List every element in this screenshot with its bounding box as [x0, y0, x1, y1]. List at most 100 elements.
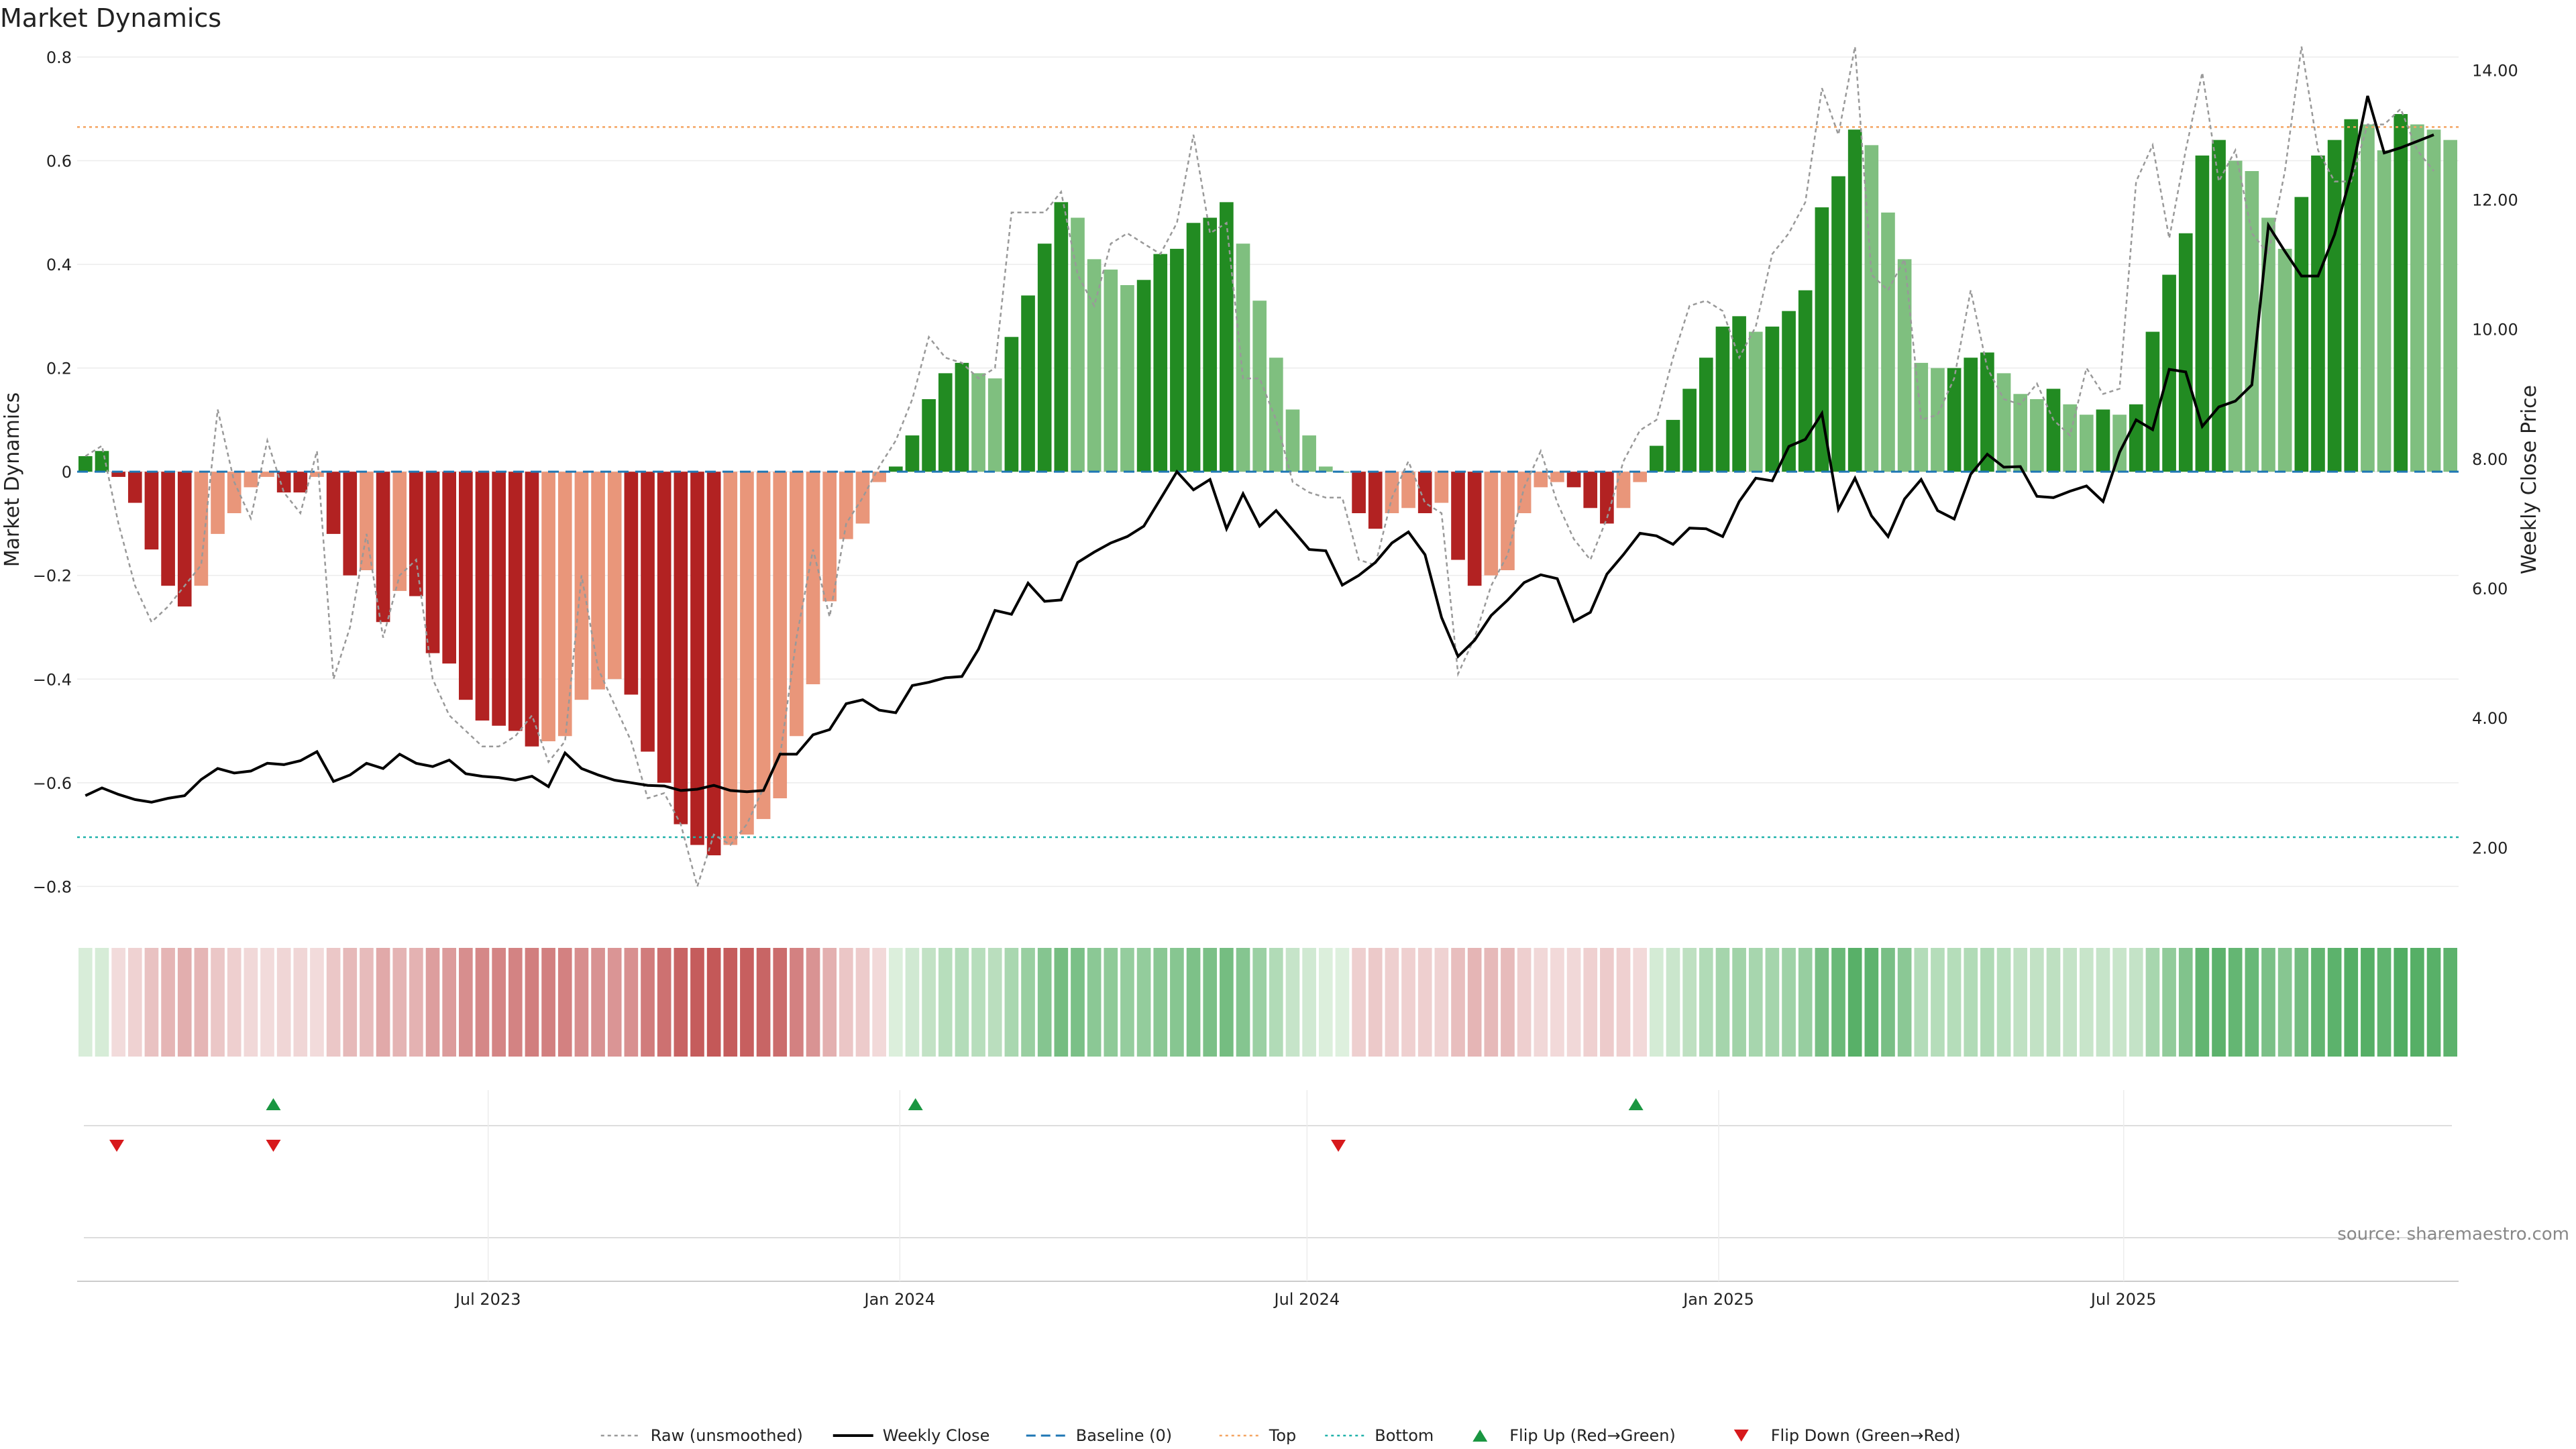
y-tick-label: −0.4 [33, 670, 72, 689]
bar [425, 472, 440, 653]
heat-cell [95, 948, 109, 1057]
bar [409, 472, 423, 596]
y2-axis-title: Weekly Close Price [2518, 385, 2541, 574]
heat-cell [987, 948, 1002, 1057]
heat-cell [2443, 948, 2457, 1057]
bar [1153, 254, 1168, 472]
x-tick-label: Jul 2023 [454, 1290, 521, 1309]
y-tick-label: −0.8 [33, 877, 72, 896]
bar [127, 472, 142, 503]
bar [1467, 472, 1482, 586]
bar [1203, 217, 1218, 472]
heat-cell [1980, 948, 1994, 1057]
bar [2377, 150, 2392, 472]
heat-cell [2178, 948, 2193, 1057]
heat-cell [574, 948, 589, 1057]
heat-cell [78, 948, 93, 1057]
heat-strip [78, 948, 2457, 1057]
heat-cell [1996, 948, 2011, 1057]
heat-cell [971, 948, 985, 1057]
heat-cell [2046, 948, 2061, 1057]
heat-cell [1104, 948, 1118, 1057]
y-axis-title: Market Dynamics [1, 392, 24, 568]
heat-cell [1831, 948, 1845, 1057]
bar [177, 472, 192, 607]
bar [260, 472, 274, 477]
heat-cell [310, 948, 324, 1057]
source-label: source: sharemaestro.com [2337, 1224, 2569, 1244]
y2-tick-label: 6.00 [2472, 580, 2508, 598]
bar [1501, 472, 1515, 570]
bar [1666, 419, 1680, 472]
heat-cell [1682, 948, 1697, 1057]
legend-label: Weekly Close [883, 1426, 990, 1445]
bar [1004, 337, 1019, 472]
y-tick-label: −0.6 [33, 774, 72, 793]
y2-tick-label: 2.00 [2472, 839, 2508, 857]
heat-cell [955, 948, 969, 1057]
heat-cell [244, 948, 258, 1057]
chart-title: Market Dynamics [0, 3, 221, 33]
bar [1715, 326, 1730, 472]
bar [723, 472, 738, 845]
bar [161, 472, 175, 586]
heat-cell [1881, 948, 1895, 1057]
heat-cell [1699, 948, 1713, 1057]
bars [78, 114, 2457, 855]
bar [790, 472, 804, 737]
heat-cell [1633, 948, 1648, 1057]
heat-cell [624, 948, 639, 1057]
bar [2443, 140, 2457, 472]
flip-down-marker [1331, 1140, 1346, 1152]
heat-cell [1534, 948, 1548, 1057]
heat-cell [2426, 948, 2441, 1057]
bar [641, 472, 655, 752]
heat-cell [2245, 948, 2259, 1057]
bar [293, 472, 308, 493]
heat-cell [1666, 948, 1680, 1057]
y2-tick-label: 14.00 [2472, 61, 2518, 80]
bar [2327, 140, 2342, 472]
heat-cell [2344, 948, 2359, 1057]
legend-item: Baseline (0) [1026, 1426, 1172, 1445]
bar [1417, 472, 1432, 513]
bar [938, 373, 953, 472]
heat-cell [1170, 948, 1184, 1057]
bar [2046, 388, 2061, 472]
bar [2178, 233, 2193, 472]
x-tick-label: Jan 2024 [863, 1290, 936, 1309]
heat-cell [1616, 948, 1631, 1057]
heat-cell [1748, 948, 1763, 1057]
heat-cell [2294, 948, 2309, 1057]
bar [2426, 129, 2441, 472]
heat-cell [1352, 948, 1366, 1057]
bar [971, 373, 985, 472]
heat-cell [376, 948, 390, 1057]
bar [2145, 331, 2160, 472]
heat-cell [1203, 948, 1218, 1057]
bar [2277, 248, 2292, 472]
heat-cell [1269, 948, 1283, 1057]
heat-cell [2361, 948, 2375, 1057]
heat-cell [1087, 948, 1102, 1057]
bar [95, 451, 109, 472]
flip-up-marker [266, 1098, 281, 1110]
heat-cell [1220, 948, 1234, 1057]
heat-cell [1285, 948, 1300, 1057]
bar [475, 472, 490, 721]
bar [1881, 212, 1895, 472]
heat-cell [607, 948, 622, 1057]
heat-cell [1897, 948, 1912, 1057]
bar [376, 472, 390, 623]
bar [2129, 404, 2143, 472]
heat-cell [1501, 948, 1515, 1057]
heat-cell [2311, 948, 2325, 1057]
bar [211, 472, 225, 534]
heat-cell [459, 948, 473, 1057]
legend-label: Raw (unsmoothed) [651, 1426, 803, 1445]
heat-cell [1798, 948, 1813, 1057]
bar [508, 472, 523, 731]
heat-cell [127, 948, 142, 1057]
heat-cell [1550, 948, 1564, 1057]
heat-cell [1054, 948, 1069, 1057]
